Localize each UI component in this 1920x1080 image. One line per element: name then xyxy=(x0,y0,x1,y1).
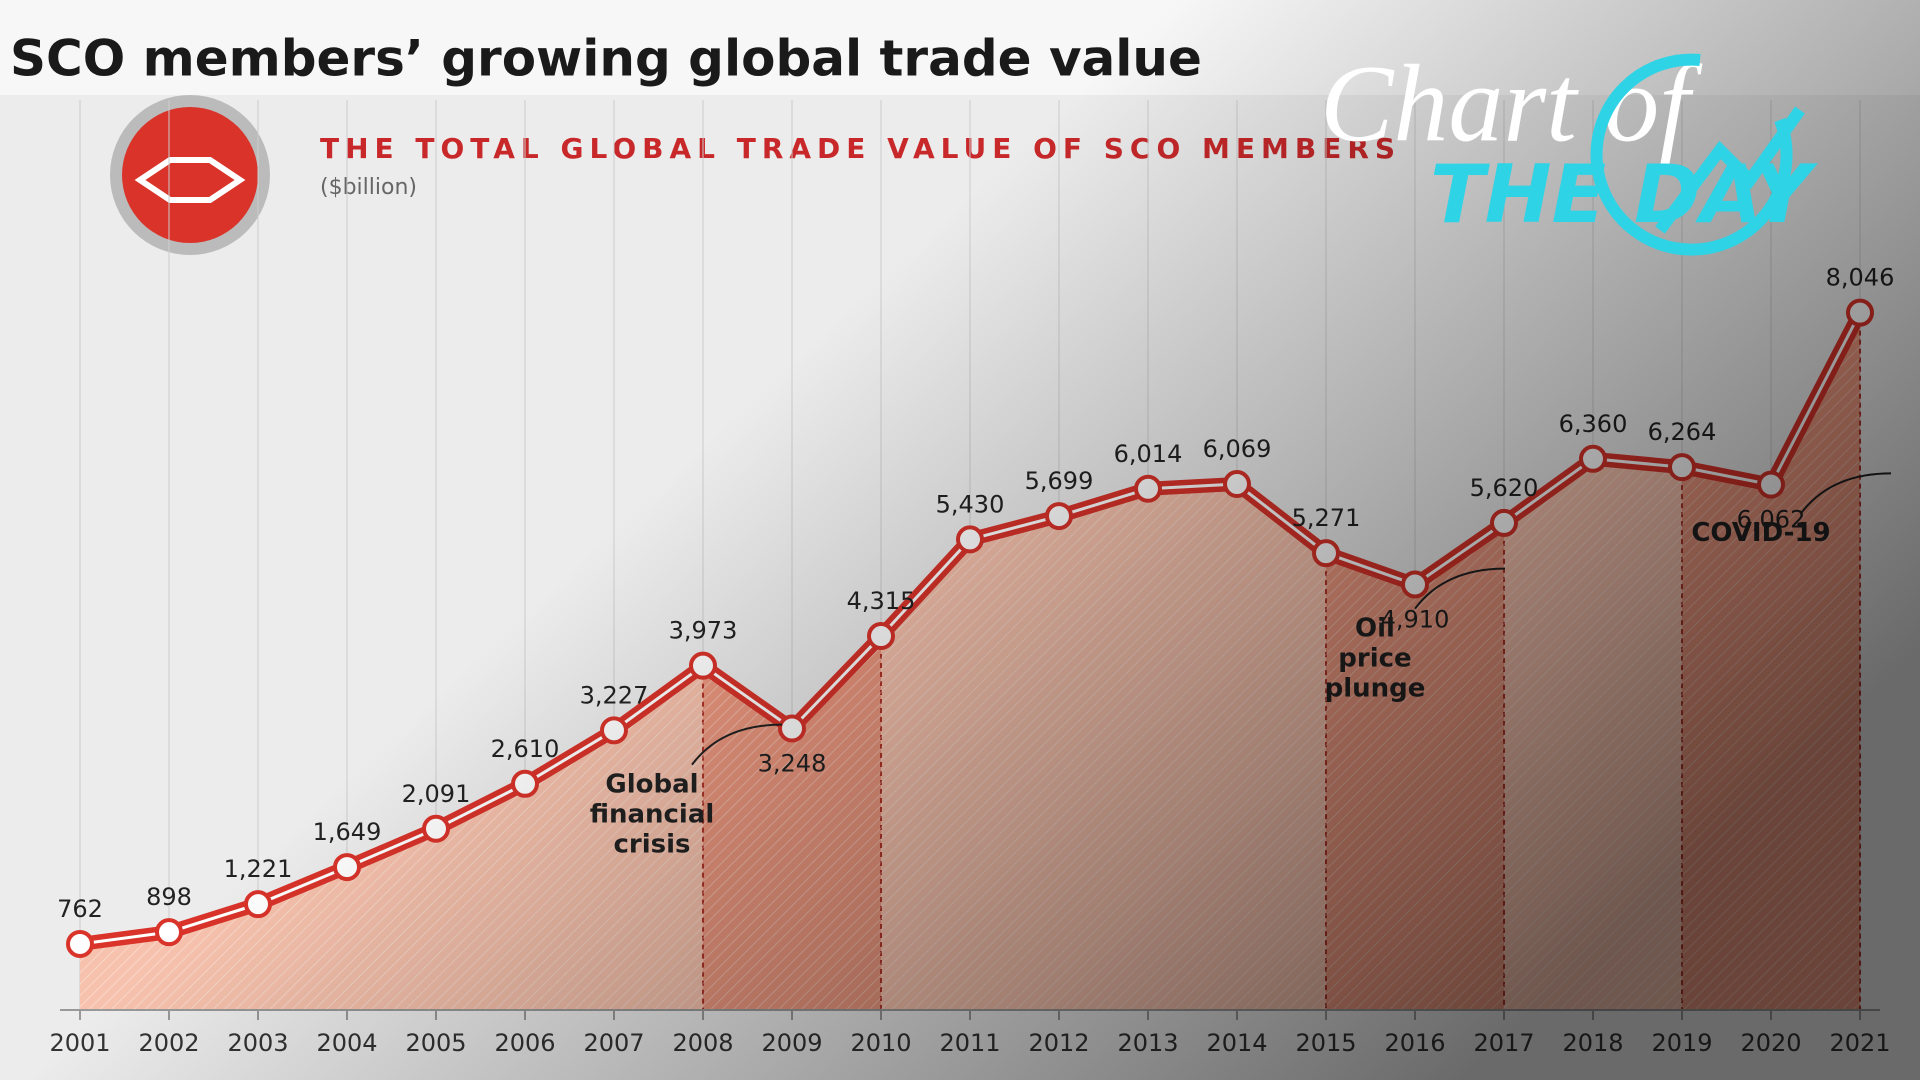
point xyxy=(778,714,806,743)
x-tick-label: 2006 xyxy=(494,1029,555,1057)
x-tick-label: 2020 xyxy=(1740,1029,1801,1057)
point xyxy=(1045,502,1073,531)
point xyxy=(689,651,717,680)
x-tick-label: 2002 xyxy=(138,1029,199,1057)
value-label: 762 xyxy=(57,895,103,923)
x-tick-label: 2004 xyxy=(316,1029,377,1057)
point xyxy=(66,929,94,958)
point xyxy=(155,918,183,947)
x-tick-label: 2019 xyxy=(1651,1029,1712,1057)
x-tick-label: 2011 xyxy=(939,1029,1000,1057)
logo-top: Chart of xyxy=(1320,42,1703,164)
value-label: 3,248 xyxy=(758,750,827,778)
x-tick-label: 2017 xyxy=(1473,1029,1534,1057)
x-tick-label: 2005 xyxy=(405,1029,466,1057)
logo-ring xyxy=(1590,53,1793,256)
point xyxy=(511,769,539,798)
annotation: COVID-19 xyxy=(1691,518,1830,548)
value-label: 1,221 xyxy=(224,855,293,883)
x-tick-label: 2008 xyxy=(672,1029,733,1057)
value-label: 3,973 xyxy=(669,617,738,645)
unit-label: ($billion) xyxy=(320,175,417,200)
value-label: 3,227 xyxy=(580,681,649,709)
point xyxy=(867,622,895,651)
logo-arrow xyxy=(1655,106,1805,234)
value-label: 6,014 xyxy=(1114,440,1183,468)
value-label: 5,271 xyxy=(1292,504,1361,532)
point xyxy=(1312,539,1340,568)
value-label: 898 xyxy=(146,883,192,911)
value-label: 5,620 xyxy=(1470,474,1539,502)
x-tick-label: 2014 xyxy=(1206,1029,1267,1057)
x-tick-label: 2018 xyxy=(1562,1029,1623,1057)
chart-title: SCO members’ growing global trade value xyxy=(10,30,1202,88)
point xyxy=(244,890,272,919)
point xyxy=(1668,453,1696,482)
value-label: 6,360 xyxy=(1559,410,1628,438)
value-label: 8,046 xyxy=(1826,264,1895,292)
x-tick-label: 2007 xyxy=(583,1029,644,1057)
value-label: 1,649 xyxy=(313,818,382,846)
point xyxy=(422,814,450,843)
x-tick-label: 2003 xyxy=(227,1029,288,1057)
point xyxy=(1579,444,1607,473)
x-tick-label: 2015 xyxy=(1295,1029,1356,1057)
point xyxy=(1490,508,1518,537)
x-tick-label: 2010 xyxy=(850,1029,911,1057)
x-tick-label: 2012 xyxy=(1028,1029,1089,1057)
x-tick-label: 2016 xyxy=(1384,1029,1445,1057)
value-label: 2,091 xyxy=(402,780,471,808)
point xyxy=(1401,570,1429,599)
value-label: 4,315 xyxy=(847,587,916,615)
chart-subtitle: THE TOTAL GLOBAL TRADE VALUE OF SCO MEMB… xyxy=(320,132,1401,165)
point xyxy=(956,525,984,554)
value-label: 5,699 xyxy=(1025,467,1094,495)
point xyxy=(1846,298,1874,327)
value-label: 6,264 xyxy=(1648,418,1717,446)
point xyxy=(1223,470,1251,499)
value-label: 5,430 xyxy=(936,490,1005,518)
x-tick-label: 2013 xyxy=(1117,1029,1178,1057)
x-tick-label: 2009 xyxy=(761,1029,822,1057)
x-tick-label: 2021 xyxy=(1829,1029,1890,1057)
point xyxy=(600,716,628,745)
value-label: 6,069 xyxy=(1203,435,1272,463)
x-tick-label: 2001 xyxy=(49,1029,110,1057)
point xyxy=(1757,470,1785,499)
value-label: 2,610 xyxy=(491,735,560,763)
point xyxy=(333,853,361,882)
point xyxy=(1134,474,1162,503)
